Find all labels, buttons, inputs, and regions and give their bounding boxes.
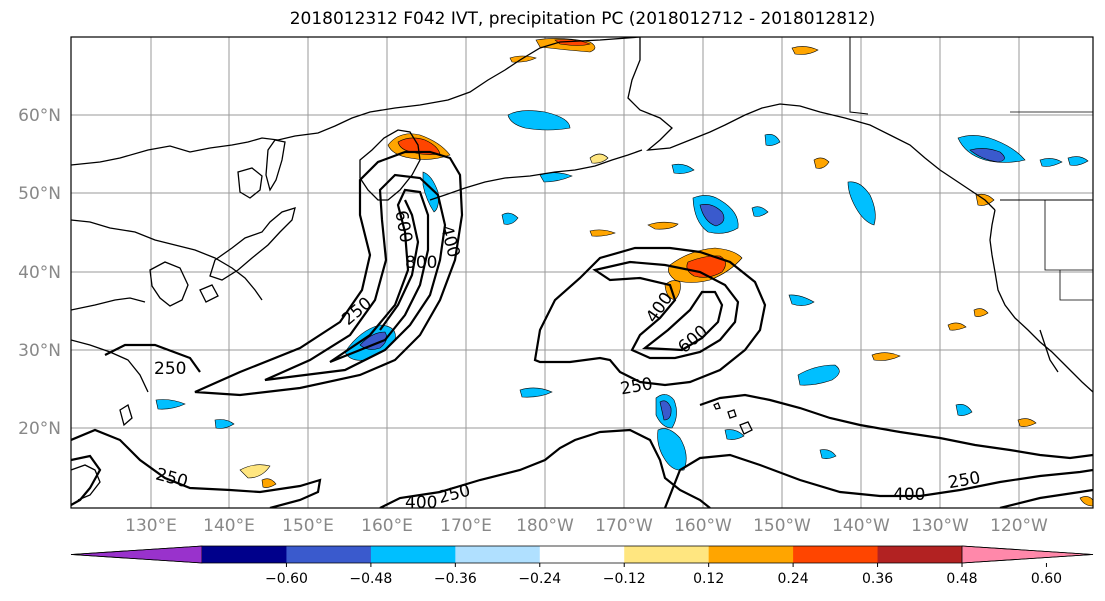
colorbar-segment bbox=[624, 546, 710, 563]
colorbar-tick-label: 0.48 bbox=[946, 571, 977, 587]
longitude-label: 150°E bbox=[282, 516, 334, 536]
colorbar-labels: −0.60 −0.48 −0.36 −0.24 −0.12 0.12 0.24 0.36 0.4… bbox=[265, 563, 1062, 587]
colorbar-segment bbox=[539, 546, 625, 563]
colorbar-outline bbox=[70, 545, 1094, 564]
map-border bbox=[70, 36, 1094, 509]
longitude-label: 150°W bbox=[753, 516, 811, 536]
colorbar-segment bbox=[793, 546, 879, 563]
longitude-label: 160°E bbox=[361, 516, 413, 536]
graticule bbox=[71, 37, 1093, 508]
longitude-label: 160°W bbox=[674, 516, 732, 536]
colorbar-segment bbox=[202, 546, 287, 563]
colorbar-tick-label: −0.60 bbox=[265, 571, 308, 587]
latitude-label: 30°N bbox=[18, 341, 61, 361]
latitude-label: 20°N bbox=[18, 419, 61, 439]
precip-negative-areas bbox=[155, 110, 1089, 471]
colorbar-tick-label: 0.60 bbox=[1031, 571, 1062, 587]
contour-label: 800 bbox=[405, 253, 437, 273]
map-title: 2018012312 F042 IVT, precipitation PC (2… bbox=[289, 9, 876, 29]
colorbar-segment bbox=[286, 546, 372, 563]
colorbar-tick-label: −0.48 bbox=[349, 571, 392, 587]
longitude-label: 170°E bbox=[440, 516, 492, 536]
colorbar-segment bbox=[455, 546, 541, 563]
colorbar-segment bbox=[708, 546, 794, 563]
coastlines bbox=[71, 37, 1093, 501]
latitude-label: 50°N bbox=[18, 184, 61, 204]
contour-label: 400 bbox=[893, 485, 925, 505]
ivt-contours bbox=[71, 150, 1093, 508]
longitude-label: 180°W bbox=[516, 516, 574, 536]
latitude-labels: 60°N 50°N 40°N 30°N 20°N bbox=[18, 106, 61, 439]
longitude-label: 130°E bbox=[125, 516, 177, 536]
colorbar-segment bbox=[877, 546, 963, 563]
colorbar-extend-low bbox=[70, 545, 203, 564]
colorbar-extend-high bbox=[961, 545, 1094, 564]
longitude-label: 130°W bbox=[911, 516, 969, 536]
colorbar-tick-label: −0.24 bbox=[518, 571, 561, 587]
colorbar bbox=[70, 545, 1094, 564]
longitude-label: 140°E bbox=[203, 516, 255, 536]
contour-label: 250 bbox=[154, 359, 186, 379]
colorbar-tick-label: 0.36 bbox=[862, 571, 893, 587]
longitude-label: 140°W bbox=[832, 516, 890, 536]
colorbar-tick-label: −0.36 bbox=[434, 571, 477, 587]
latitude-label: 40°N bbox=[18, 263, 61, 283]
colorbar-tick-label: 0.24 bbox=[778, 571, 809, 587]
map-area: 250 400 600 800 250 400 600 250 250 400 … bbox=[71, 37, 1093, 513]
colorbar-tick-label: −0.12 bbox=[603, 571, 646, 587]
colorbar-segment bbox=[370, 546, 456, 563]
longitude-labels: 130°E 140°E 150°E 160°E 170°E 180°W 170°W 160°W… bbox=[125, 516, 1048, 536]
longitude-label: 170°W bbox=[595, 516, 653, 536]
contour-label: 400 bbox=[405, 493, 437, 513]
latitude-label: 60°N bbox=[18, 106, 61, 126]
longitude-label: 120°W bbox=[990, 516, 1048, 536]
colorbar-tick-label: 0.12 bbox=[693, 571, 724, 587]
